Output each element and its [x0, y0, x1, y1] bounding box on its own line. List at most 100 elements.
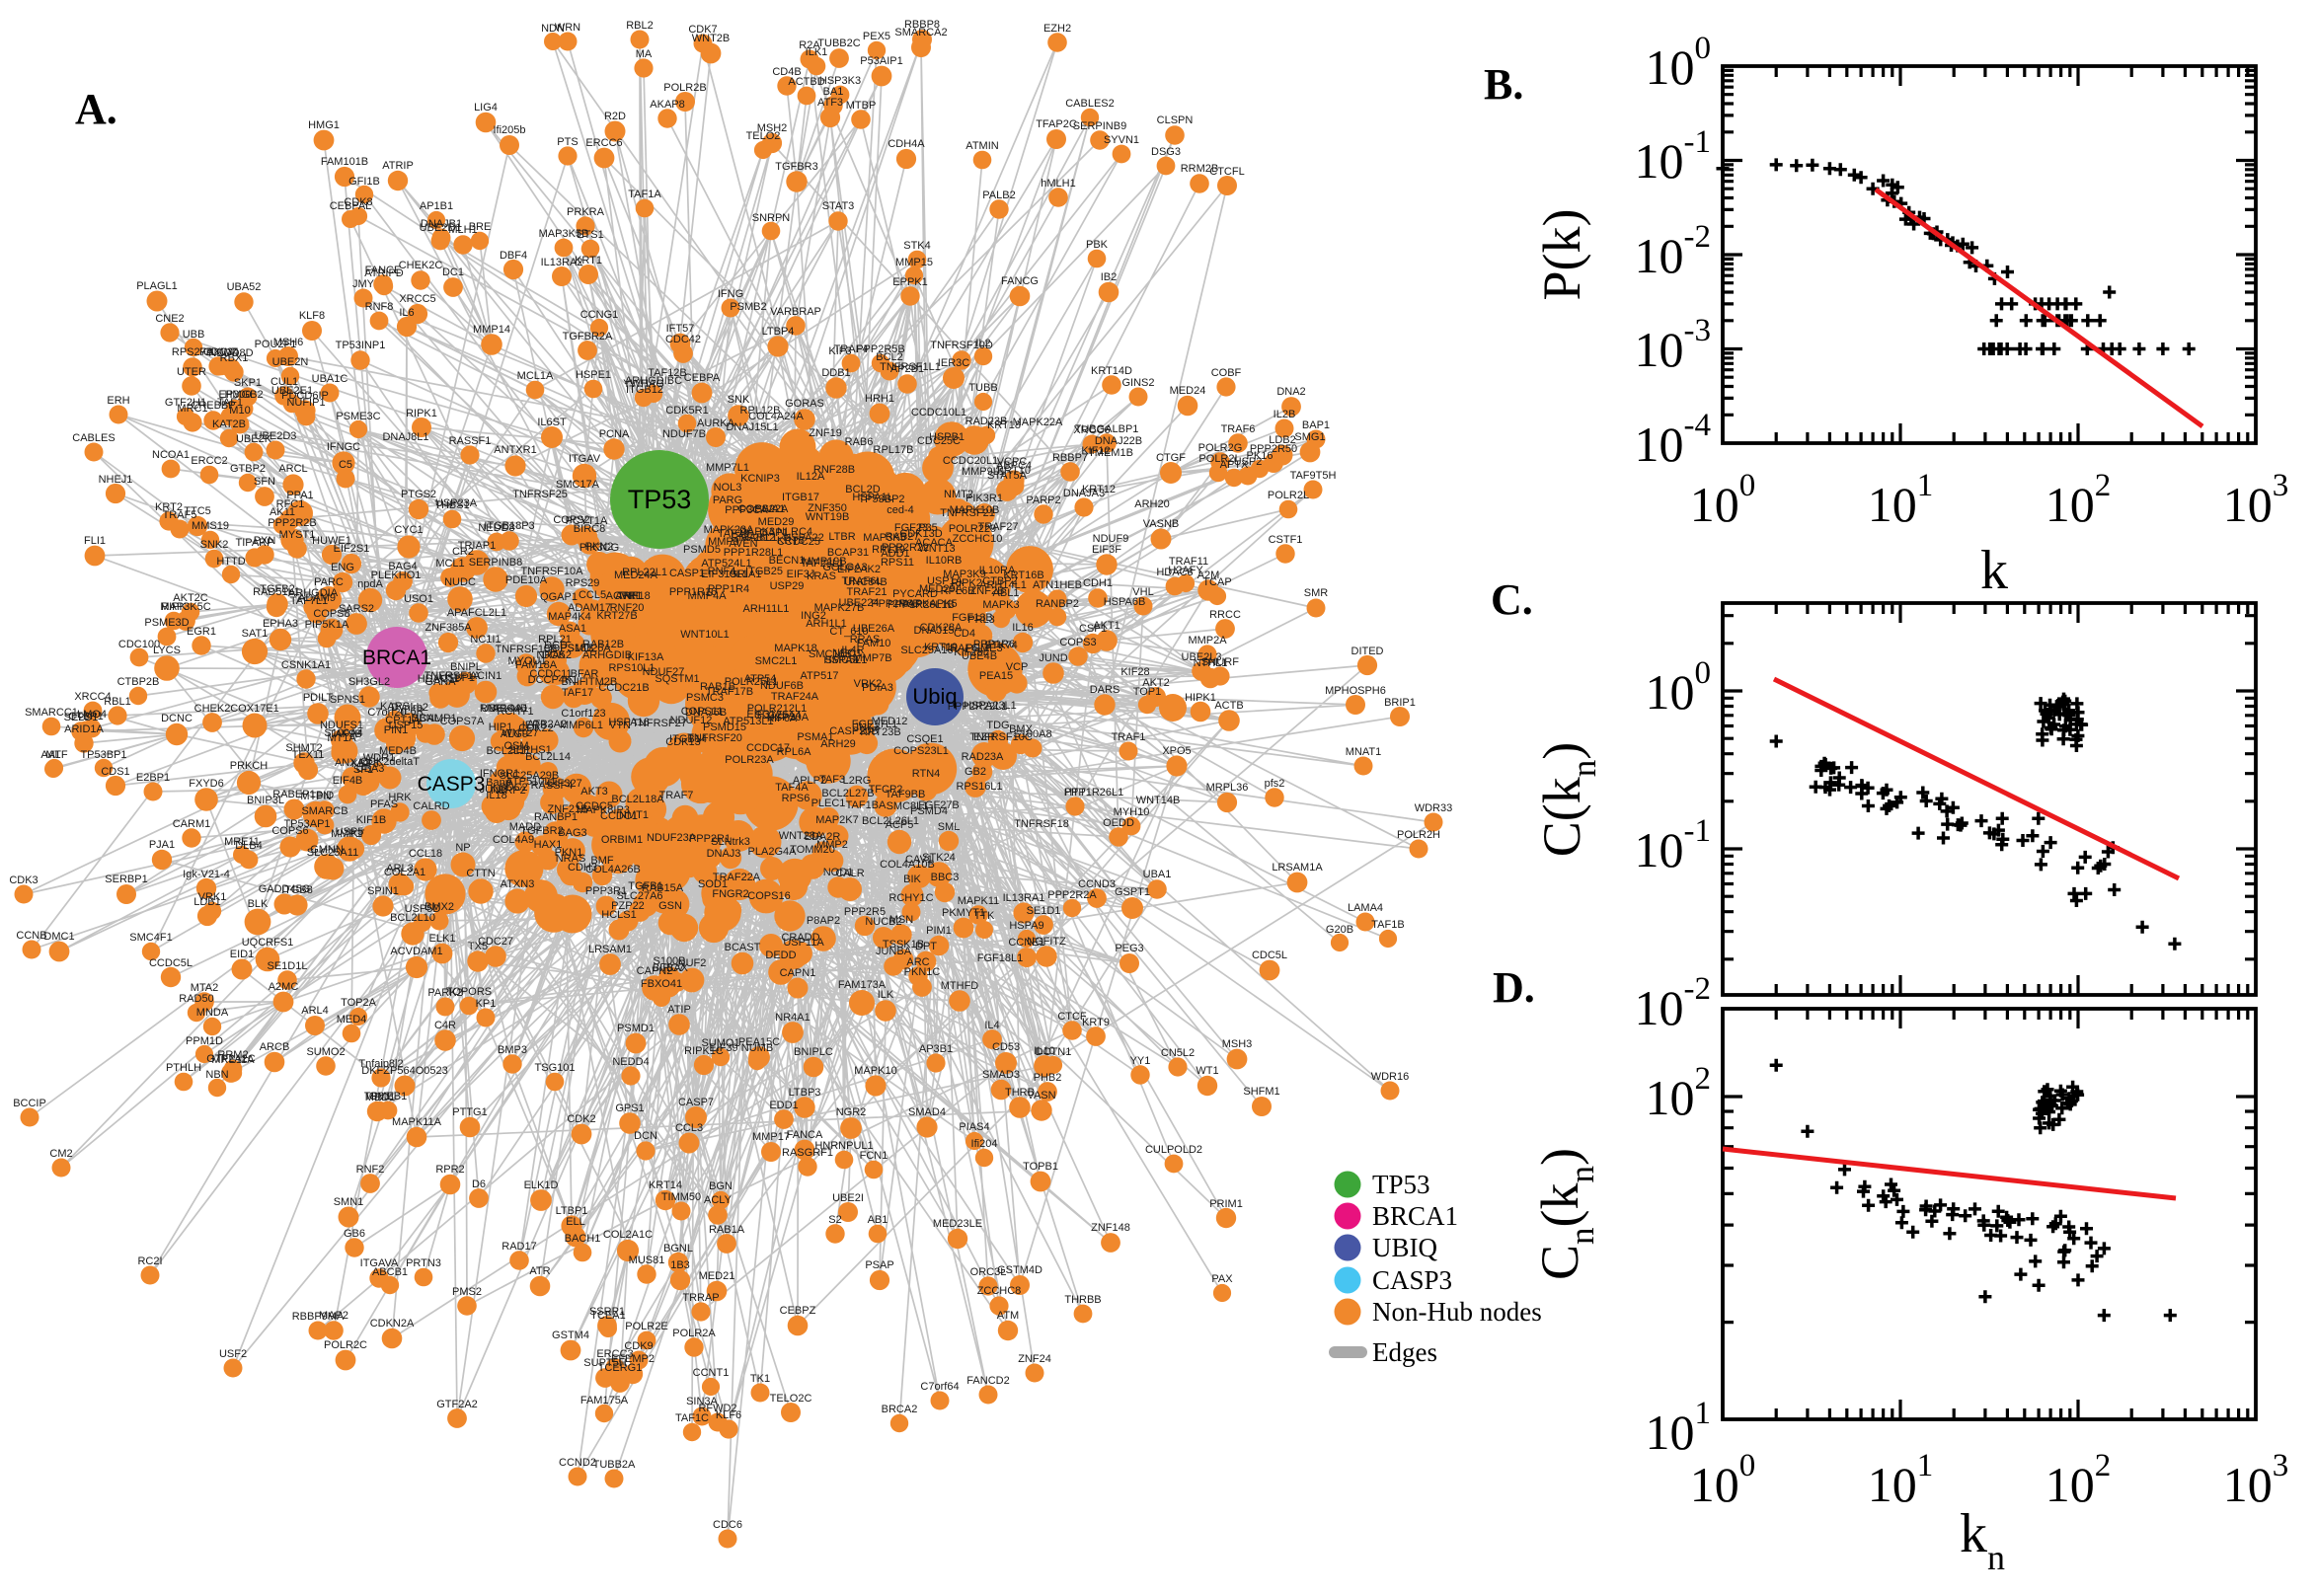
svg-text:TNFRSF10D: TNFRSF10D	[930, 340, 993, 351]
svg-text:PKN1: PKN1	[555, 847, 583, 859]
svg-text:GADD45G: GADD45G	[259, 883, 311, 895]
svg-text:HSPA3: HSPA3	[823, 654, 858, 666]
svg-text:UNC84B: UNC84B	[844, 576, 887, 588]
svg-text:PDE10A: PDE10A	[505, 574, 548, 586]
svg-text:RFWD2: RFWD2	[698, 1403, 736, 1414]
svg-text:RTN4: RTN4	[912, 768, 941, 780]
svg-text:MAPK11: MAPK11	[958, 895, 1000, 907]
svg-text:Banp: Banp	[486, 777, 511, 789]
svg-text:TNFRSF1L1: TNFRSF1L1	[880, 361, 941, 373]
svg-text:C5: C5	[339, 459, 352, 471]
svg-text:S100A8: S100A8	[1013, 728, 1051, 740]
svg-text:BCCIP: BCCIP	[13, 1098, 46, 1109]
svg-text:MMS19: MMS19	[192, 520, 229, 532]
svg-text:WRN: WRN	[555, 22, 580, 34]
svg-text:C1orf123: C1orf123	[561, 708, 605, 720]
svg-text:TRAF22A: TRAF22A	[713, 872, 761, 883]
svg-text:WDR1: WDR1	[363, 752, 395, 764]
svg-text:RFC1: RFC1	[276, 498, 305, 510]
svg-text:PPM1D: PPM1D	[186, 1035, 223, 1047]
svg-text:OAP1: OAP1	[759, 527, 788, 539]
svg-text:MRE11A: MRE11A	[211, 1054, 255, 1066]
svg-text:BMF: BMF	[590, 855, 614, 867]
svg-text:SPNS1: SPNS1	[330, 694, 365, 706]
svg-text:DNAJ15L1: DNAJ15L1	[726, 421, 778, 433]
svg-text:BIRC7: BIRC7	[653, 962, 684, 974]
svg-text:PSAP: PSAP	[865, 1259, 893, 1271]
svg-text:MED4B: MED4B	[379, 745, 417, 757]
svg-text:CCDC11: CCDC11	[529, 668, 572, 680]
svg-text:MRC1: MRC1	[177, 403, 207, 415]
svg-text:RAD17: RAD17	[502, 1241, 536, 1253]
svg-text:ERCC2: ERCC2	[191, 455, 227, 467]
svg-text:ILK: ILK	[878, 989, 894, 1001]
svg-text:ADD1: ADD1	[881, 548, 909, 560]
svg-text:POU2F1: POU2F1	[255, 339, 297, 350]
svg-text:MSH2: MSH2	[757, 122, 788, 134]
svg-text:BMX2: BMX2	[425, 901, 454, 913]
svg-text:PARK2: PARK2	[427, 987, 462, 999]
svg-text:ERCC3: ERCC3	[596, 1348, 633, 1360]
svg-text:CDH3: CDH3	[568, 862, 597, 874]
svg-text:CCDC1: CCDC1	[600, 810, 638, 822]
svg-text:AVEN: AVEN	[729, 538, 757, 550]
svg-text:CDK9: CDK9	[624, 1340, 653, 1352]
svg-text:TUBB: TUBB	[968, 382, 997, 394]
svg-text:HSPA23L1: HSPA23L1	[964, 700, 1017, 712]
svg-text:LMO4: LMO4	[77, 709, 107, 721]
svg-text:ERCC6: ERCC6	[585, 137, 622, 149]
svg-text:UBE26A: UBE26A	[853, 623, 895, 635]
svg-text:ATP2A2: ATP2A2	[527, 719, 567, 730]
svg-text:KRT5: KRT5	[777, 535, 805, 547]
svg-text:ITGB8: ITGB8	[281, 884, 313, 896]
svg-text:ML: ML	[45, 749, 60, 761]
svg-text:BMP3: BMP3	[498, 1044, 527, 1056]
svg-text:WNT14B: WNT14B	[1136, 795, 1181, 806]
svg-text:BAG3: BAG3	[558, 827, 586, 839]
svg-text:TAF1BA: TAF1BA	[846, 799, 887, 811]
svg-text:ATR: ATR	[529, 1265, 550, 1277]
svg-text:CDK5R1: CDK5R1	[665, 405, 708, 417]
svg-text:MAP4K4: MAP4K4	[548, 611, 590, 623]
svg-text:VASN: VASN	[1027, 1090, 1055, 1102]
svg-text:PDCD6IP: PDCD6IP	[281, 390, 329, 402]
svg-text:D.: D.	[1493, 963, 1535, 1012]
svg-text:ACLY: ACLY	[704, 1194, 733, 1206]
svg-text:COPS18B: COPS18B	[544, 643, 594, 654]
svg-text:WNT10L1: WNT10L1	[680, 629, 730, 641]
svg-text:ATP513L1: ATP513L1	[723, 716, 773, 727]
svg-text:MMP6L1: MMP6L1	[560, 720, 603, 731]
svg-text:TUBGALBP1: TUBGALBP1	[1075, 423, 1139, 435]
svg-text:CCL5: CCL5	[579, 589, 606, 601]
svg-text:TELO2C: TELO2C	[770, 1393, 812, 1405]
svg-text:IL10RB: IL10RB	[926, 555, 963, 567]
svg-text:CDK3: CDK3	[9, 874, 38, 886]
svg-text:BCL2: BCL2	[876, 351, 903, 363]
svg-text:PTHLH: PTHLH	[166, 1062, 201, 1074]
svg-text:FANCA: FANCA	[787, 1129, 823, 1141]
svg-text:PEX5: PEX5	[863, 31, 890, 42]
svg-text:CDC6: CDC6	[713, 1519, 742, 1531]
svg-text:PPP3R1: PPP3R1	[585, 885, 627, 897]
svg-text:P8AP2: P8AP2	[807, 915, 840, 927]
svg-text:CR2: CR2	[452, 546, 474, 558]
svg-text:PEA15C: PEA15C	[738, 1036, 780, 1048]
svg-text:EGR1: EGR1	[187, 626, 216, 638]
svg-text:MAPKAPK5: MAPKAPK5	[898, 598, 957, 610]
svg-text:ITGB12: ITGB12	[626, 384, 663, 396]
svg-text:TOPB1: TOPB1	[1023, 1161, 1058, 1173]
svg-text:DAPK3: DAPK3	[739, 526, 775, 538]
svg-text:RNF8: RNF8	[365, 301, 394, 313]
svg-text:AP3B1: AP3B1	[919, 1043, 953, 1055]
svg-text:CNE2: CNE2	[155, 313, 184, 325]
svg-text:ATF3: ATF3	[817, 97, 843, 109]
svg-text:TCERG1: TCERG1	[598, 1362, 643, 1374]
svg-text:COL4A9: COL4A9	[493, 834, 534, 846]
svg-text:IL4R: IL4R	[841, 645, 864, 656]
svg-text:HTT: HTT	[1064, 787, 1086, 798]
svg-text:MMP9L1: MMP9L1	[962, 466, 1005, 478]
svg-text:SMC4F1: SMC4F1	[129, 932, 172, 944]
svg-text:CYC1: CYC1	[394, 524, 423, 536]
svg-text:BGN: BGN	[709, 1180, 733, 1192]
svg-text:LTBP1: LTBP1	[556, 1205, 588, 1217]
